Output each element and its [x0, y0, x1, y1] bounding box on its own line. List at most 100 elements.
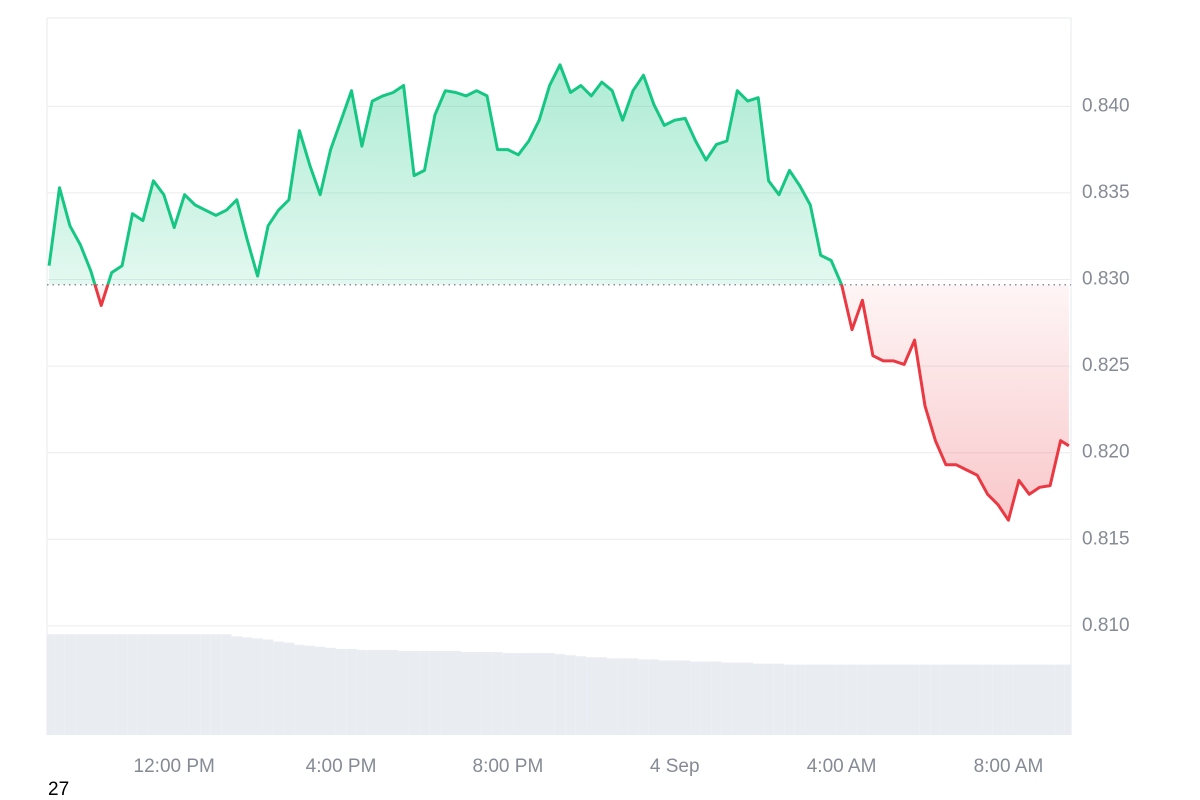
volume-bar [294, 644, 305, 735]
volume-bar [523, 653, 534, 735]
volume-bar [586, 657, 597, 735]
volume-bar [627, 658, 639, 735]
volume-bar [398, 651, 409, 735]
volume-bar [377, 649, 388, 735]
volume-bar [909, 664, 920, 735]
price-area [49, 64, 1069, 521]
volume-bar [857, 664, 868, 735]
volume-bar [711, 661, 722, 735]
volume-bar [231, 636, 242, 735]
volume-bar [502, 653, 514, 735]
y-tick-label: 0.825 [1082, 355, 1130, 376]
volume-bar [75, 634, 86, 735]
volume-bar [648, 659, 660, 735]
volume-bar [335, 648, 347, 735]
volume-bar [617, 658, 628, 735]
volume-bar [210, 634, 222, 735]
volume-bar [784, 664, 795, 735]
volume-bar [773, 663, 785, 735]
volume-bar [971, 664, 983, 735]
volume-bar [450, 651, 461, 735]
price-line [47, 63, 1070, 522]
volume-bar [106, 634, 117, 735]
volume-bar [554, 654, 566, 735]
volume-bar [189, 634, 201, 735]
volume-bar [64, 634, 76, 735]
x-tick-label: 4 Sep [650, 756, 700, 777]
y-tick-label: 0.830 [1082, 269, 1130, 290]
y-tick-label: 0.815 [1082, 528, 1130, 549]
volume-bar [179, 634, 190, 735]
volume-bar [1024, 664, 1035, 735]
y-tick-label: 0.820 [1082, 442, 1130, 463]
volume-bar [440, 651, 451, 735]
volume-bar [1055, 664, 1065, 735]
volume-bar [221, 634, 232, 735]
volume-bar [1013, 664, 1025, 735]
volume-bar [1003, 664, 1014, 735]
volume-bar [752, 663, 764, 735]
volume-bar [273, 641, 284, 735]
volume-bar [471, 652, 482, 735]
volume-bar [805, 664, 816, 735]
y-tick-label: 0.835 [1082, 182, 1130, 203]
volume-bar [387, 649, 399, 735]
volume-bar [96, 634, 107, 735]
volume-bar [951, 664, 962, 735]
volume-bar [1034, 664, 1045, 735]
volume-bar [690, 661, 701, 735]
volume-bar [825, 664, 837, 735]
volume-bar [669, 660, 680, 735]
volume-bar [47, 634, 55, 735]
volume-bar [200, 634, 211, 735]
volume-bar [314, 646, 326, 735]
volume-bar [429, 651, 441, 735]
volume-bar [565, 655, 576, 735]
volume-bar [169, 634, 180, 735]
volume-bar [492, 652, 503, 735]
volume-bar [304, 645, 315, 735]
volume-bar [930, 664, 941, 735]
volume-bar [659, 660, 670, 735]
volume-bar [116, 634, 128, 735]
volume-bar [732, 662, 743, 735]
volume-bar [241, 637, 253, 735]
volume-bar [346, 648, 357, 735]
volume-bar [1044, 664, 1056, 735]
volume-bar [544, 653, 555, 735]
volume-bar [878, 664, 889, 735]
volume-bar [252, 638, 263, 735]
volume-bar [721, 662, 733, 735]
volume-bar [137, 634, 149, 735]
volume-bar [356, 649, 368, 735]
footer-text: 27 [48, 779, 69, 800]
volume-bar [763, 663, 774, 735]
volume-bar [888, 664, 899, 735]
volume-bar [815, 664, 826, 735]
volume-bar [367, 649, 378, 735]
volume-bar [596, 657, 607, 735]
volume-bar [846, 664, 858, 735]
volume-bar [794, 664, 806, 735]
volume-bar [575, 656, 587, 735]
volume-bar [460, 652, 472, 735]
volume-bar [1064, 664, 1071, 735]
volume-bar [283, 642, 295, 735]
volume-bar [148, 634, 159, 735]
volume-bar [679, 660, 691, 735]
volume-bar [85, 634, 97, 735]
y-tick-label: 0.840 [1082, 95, 1130, 116]
volume-bar [940, 664, 952, 735]
y-tick-label: 0.810 [1082, 615, 1130, 636]
volume-bar [127, 634, 138, 735]
volume-bar [638, 659, 649, 735]
volume-bar [481, 652, 493, 735]
volume-bar [700, 661, 712, 735]
volume-bar [408, 651, 420, 735]
volume-bar [419, 651, 430, 735]
volume-bar [919, 664, 931, 735]
volume-bar [325, 647, 336, 735]
volume-bar [961, 664, 972, 735]
x-tick-label: 4:00 AM [807, 756, 877, 777]
